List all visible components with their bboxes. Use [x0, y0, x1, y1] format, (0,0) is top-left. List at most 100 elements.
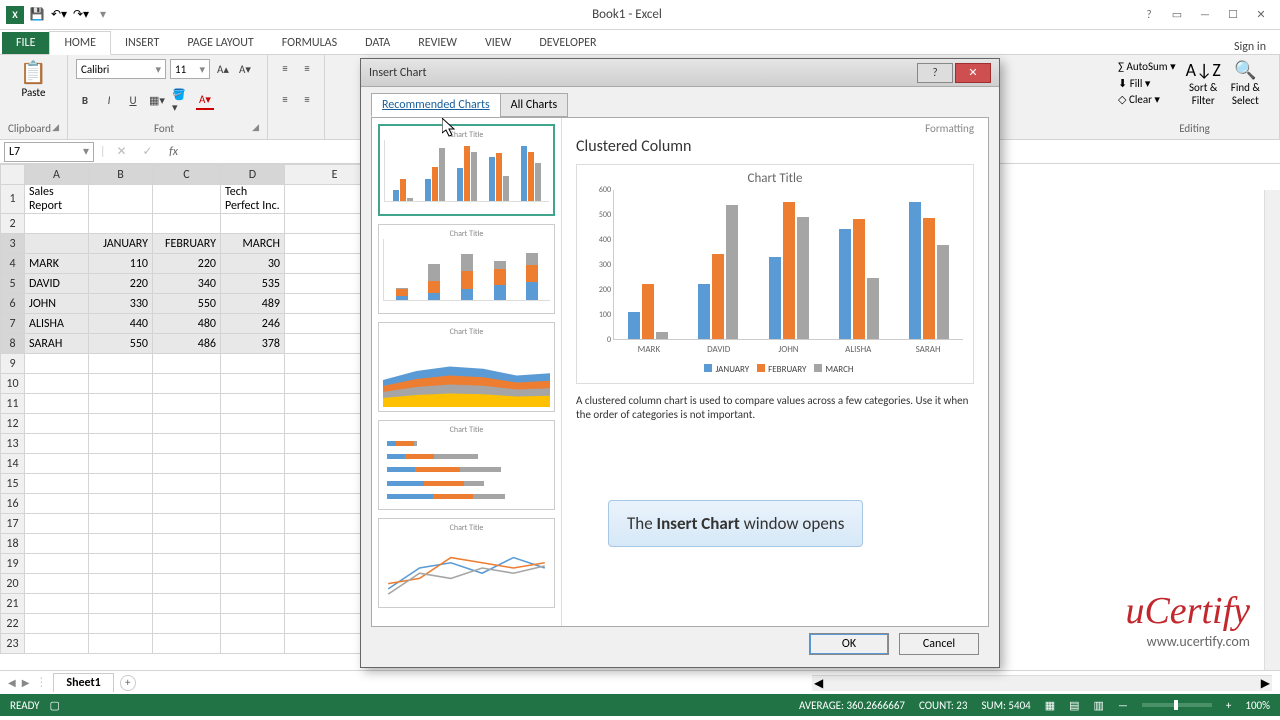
- status-ready: READY: [10, 699, 40, 712]
- sheet-nav-prev-icon[interactable]: ◀: [8, 676, 16, 689]
- cancel-formula-icon[interactable]: ✕: [112, 144, 132, 159]
- dialog-close-icon[interactable]: ✕: [955, 63, 991, 83]
- save-icon[interactable]: 💾: [28, 6, 46, 24]
- undo-icon[interactable]: ↶▾: [50, 6, 68, 24]
- tab-review[interactable]: REVIEW: [404, 32, 471, 54]
- tab-all-charts[interactable]: All Charts: [500, 93, 569, 117]
- window-title: Book1 - Excel: [118, 7, 1136, 22]
- clipboard-launcher-icon[interactable]: ◢: [52, 122, 59, 135]
- tab-data[interactable]: DATA: [351, 32, 404, 54]
- bold-icon[interactable]: B: [76, 92, 94, 110]
- mouse-cursor-icon: [442, 118, 458, 142]
- close-icon[interactable]: ✕: [1248, 6, 1274, 24]
- maximize-icon[interactable]: ☐: [1220, 6, 1246, 24]
- fill-color-icon[interactable]: 🪣▾: [172, 92, 190, 110]
- enter-formula-icon[interactable]: ✓: [138, 144, 158, 159]
- help-icon[interactable]: ?: [1136, 6, 1162, 24]
- excel-icon: X: [6, 6, 24, 24]
- watermark: uCertify www.ucertify.com: [1125, 589, 1250, 650]
- chart-type-heading: Clustered Column: [576, 137, 974, 156]
- tab-formulas[interactable]: FORMULAS: [268, 32, 351, 54]
- watermark-logo: uCertify: [1125, 589, 1250, 633]
- font-launcher-icon[interactable]: ◢: [252, 122, 259, 135]
- font-size-select[interactable]: 11▾: [170, 59, 210, 79]
- chart-legend: JANUARYFEBRUARYMARCH: [587, 364, 963, 375]
- paste-icon[interactable]: 📋: [8, 59, 59, 86]
- watermark-url: www.ucertify.com: [1125, 633, 1250, 650]
- qat-customize-icon[interactable]: ▾: [94, 6, 112, 24]
- status-sum: SUM: 5404: [981, 699, 1030, 712]
- editing-group-label: Editing: [1118, 122, 1271, 135]
- tab-file[interactable]: FILE: [2, 32, 49, 54]
- border-icon[interactable]: ▦▾: [148, 92, 166, 110]
- sheet-nav-next-icon[interactable]: ▶: [22, 676, 30, 689]
- macro-record-icon[interactable]: ▢: [50, 699, 60, 712]
- thumb-line[interactable]: Chart Title: [378, 518, 555, 608]
- zoom-out-icon[interactable]: —: [1118, 699, 1128, 712]
- clear-button[interactable]: ◇ Clear ▾: [1118, 92, 1176, 109]
- tab-developer[interactable]: DEVELOPER: [525, 32, 610, 54]
- paste-label: Paste: [8, 86, 59, 99]
- fill-button[interactable]: ⬇ Fill ▾: [1118, 76, 1176, 93]
- tutorial-callout: The Insert Chart window opens: [608, 500, 863, 547]
- zoom-slider[interactable]: [1142, 703, 1212, 707]
- align-top-icon[interactable]: ≡: [276, 59, 294, 77]
- new-sheet-icon[interactable]: +: [120, 675, 136, 691]
- autosum-button[interactable]: ∑ AutoSum ▾: [1118, 59, 1176, 76]
- dialog-titlebar[interactable]: Insert Chart ? ✕: [361, 59, 999, 87]
- status-average: AVERAGE: 360.2666667: [799, 699, 905, 712]
- tab-home[interactable]: HOME: [49, 31, 111, 55]
- zoom-in-icon[interactable]: +: [1226, 699, 1231, 712]
- clipboard-group-label: Clipboard: [8, 122, 51, 135]
- tab-pagelayout[interactable]: PAGE LAYOUT: [173, 32, 267, 54]
- tab-view[interactable]: VIEW: [471, 32, 525, 54]
- fx-icon[interactable]: fx: [164, 145, 184, 159]
- font-group-label: Font: [76, 122, 252, 135]
- font-color-icon[interactable]: A▾: [196, 92, 214, 110]
- chart-thumbnails[interactable]: Chart Title Chart Title Chart Title Char…: [372, 118, 562, 626]
- find-select-button[interactable]: 🔍 Find & Select: [1231, 59, 1260, 109]
- cancel-button[interactable]: Cancel: [899, 633, 979, 655]
- align-mid-icon[interactable]: ≡: [298, 59, 316, 77]
- minimize-icon[interactable]: —: [1192, 6, 1218, 24]
- window-controls: ? ▭ — ☐ ✕: [1136, 6, 1280, 24]
- tab-recommended-charts[interactable]: Recommended Charts: [371, 93, 501, 117]
- increase-font-icon[interactable]: A▴: [214, 60, 232, 78]
- chart-title: Chart Title: [587, 171, 963, 186]
- quick-access-toolbar: X 💾 ↶▾ ↷▾ ▾: [0, 6, 118, 24]
- dialog-help-icon[interactable]: ?: [917, 63, 953, 83]
- name-box[interactable]: L7▾: [4, 142, 94, 162]
- align-center-icon[interactable]: ≡: [298, 91, 316, 109]
- chart-description: A clustered column chart is used to comp…: [576, 394, 974, 423]
- zoom-level[interactable]: 100%: [1245, 699, 1270, 712]
- sheet-tab[interactable]: Sheet1: [53, 673, 113, 692]
- tab-insert[interactable]: INSERT: [111, 32, 173, 54]
- sheet-tab-bar: ◀ ▶ ⋮ Sheet1 + ◀▶: [0, 670, 1280, 694]
- insert-chart-dialog: Insert Chart ? ✕ Recommended Charts All …: [360, 58, 1000, 668]
- ribbon-tabs: FILE HOME INSERT PAGE LAYOUT FORMULAS DA…: [0, 30, 1280, 55]
- chart-preview: Chart Title 0100200300400500600 MARKDAVI…: [576, 164, 974, 384]
- underline-icon[interactable]: U: [124, 92, 142, 110]
- thumb-stacked-column[interactable]: Chart Title: [378, 224, 555, 314]
- formatting-label: Formatting: [576, 122, 974, 135]
- italic-icon[interactable]: I: [100, 92, 118, 110]
- thumb-clustered-column[interactable]: Chart Title: [378, 124, 555, 216]
- view-normal-icon[interactable]: ▦: [1045, 699, 1055, 712]
- thumb-stacked-area[interactable]: Chart Title: [378, 322, 555, 412]
- decrease-font-icon[interactable]: A▾: [236, 60, 254, 78]
- font-name-select[interactable]: Calibri▾: [76, 59, 166, 79]
- dialog-tabs: Recommended Charts All Charts: [361, 87, 999, 117]
- vertical-scrollbar[interactable]: [1264, 190, 1280, 670]
- sort-filter-button[interactable]: A↓Z Sort & Filter: [1186, 59, 1221, 109]
- thumb-clustered-bar[interactable]: Chart Title: [378, 420, 555, 510]
- view-pagebreak-icon[interactable]: ▥: [1094, 699, 1104, 712]
- ribbon-options-icon[interactable]: ▭: [1164, 6, 1190, 24]
- ok-button[interactable]: OK: [809, 633, 889, 655]
- view-pagelayout-icon[interactable]: ▤: [1069, 699, 1079, 712]
- horizontal-scrollbar[interactable]: ◀▶: [812, 675, 1272, 691]
- titlebar: X 💾 ↶▾ ↷▾ ▾ Book1 - Excel ? ▭ — ☐ ✕: [0, 0, 1280, 30]
- signin-link[interactable]: Sign in: [1234, 40, 1280, 54]
- align-left-icon[interactable]: ≡: [276, 91, 294, 109]
- status-bar: READY ▢ AVERAGE: 360.2666667 COUNT: 23 S…: [0, 694, 1280, 716]
- redo-icon[interactable]: ↷▾: [72, 6, 90, 24]
